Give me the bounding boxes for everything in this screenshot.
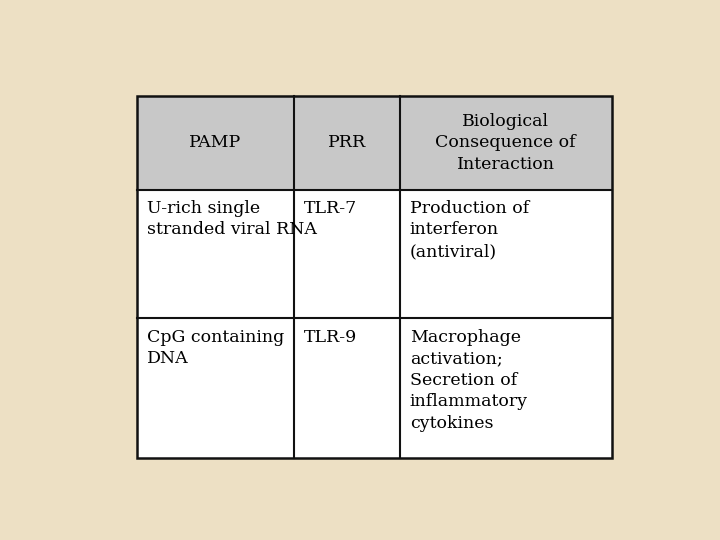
Text: CpG containing
DNA: CpG containing DNA bbox=[148, 329, 284, 367]
Bar bbox=[138, 96, 612, 458]
Text: U-rich single
stranded viral RNA: U-rich single stranded viral RNA bbox=[148, 200, 318, 239]
Text: TLR-7: TLR-7 bbox=[304, 200, 357, 217]
Text: Macrophage
activation;
Secretion of
inflammatory
cytokines: Macrophage activation; Secretion of infl… bbox=[410, 329, 528, 432]
Text: PRR: PRR bbox=[328, 134, 366, 151]
Text: Biological
Consequence of
Interaction: Biological Consequence of Interaction bbox=[436, 113, 576, 173]
Text: Production of
interferon
(antiviral): Production of interferon (antiviral) bbox=[410, 200, 529, 260]
Text: TLR-9: TLR-9 bbox=[304, 329, 357, 346]
Bar bbox=[138, 190, 612, 458]
Text: PAMP: PAMP bbox=[189, 134, 242, 151]
Bar bbox=[138, 96, 612, 190]
